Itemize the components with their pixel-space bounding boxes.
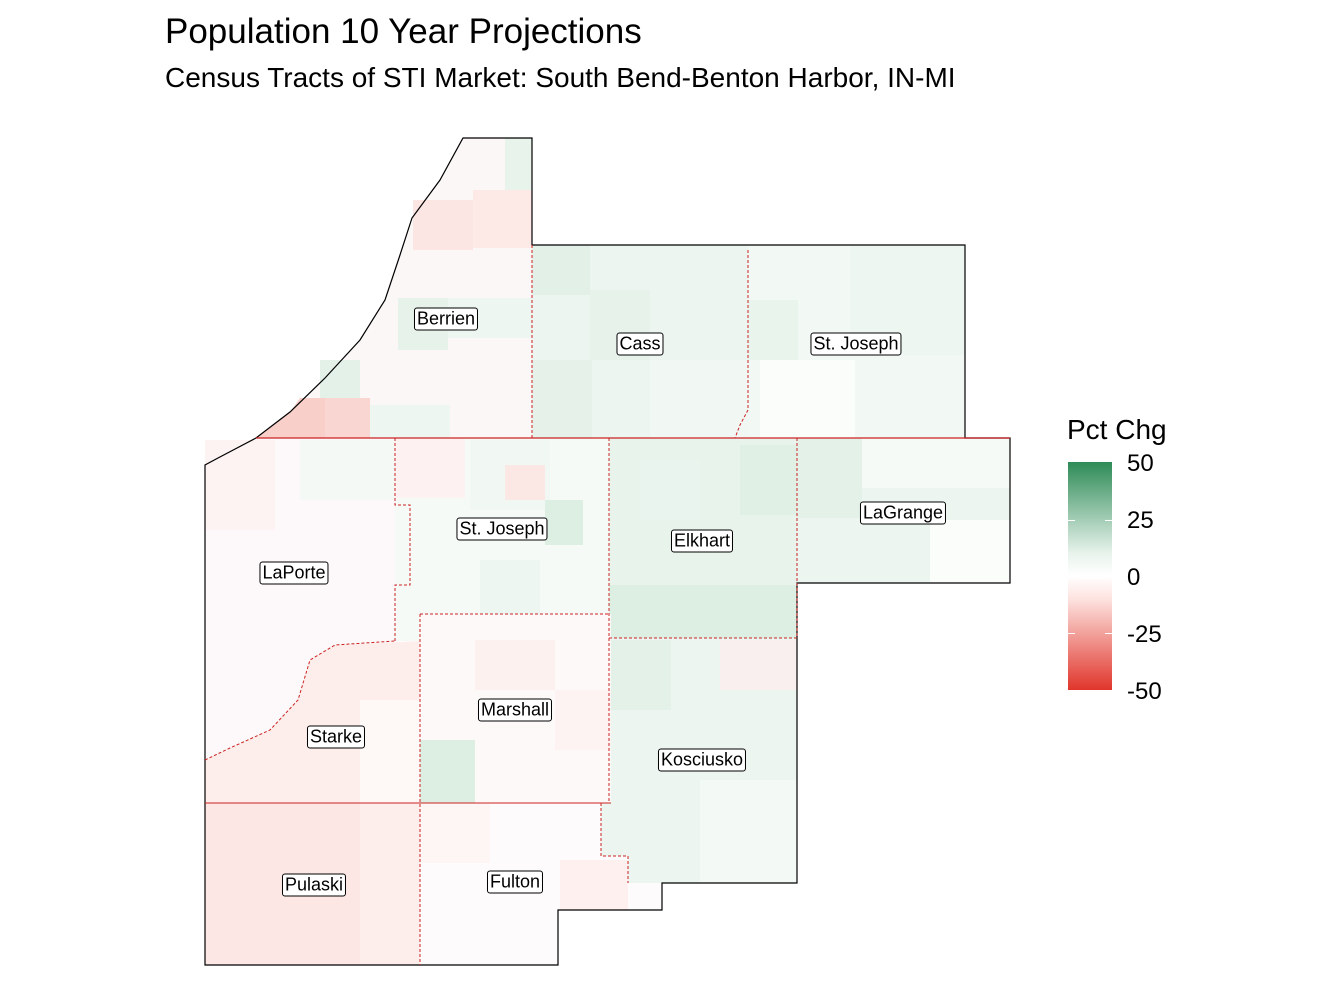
- legend-tick-label: 25: [1127, 507, 1154, 534]
- county-label-lagrange: LaGrange: [859, 501, 947, 525]
- county-label-marshall: Marshall: [477, 698, 553, 722]
- legend-tick-mark: [1105, 633, 1112, 634]
- legend-tick-mark: [1105, 576, 1112, 577]
- county-label-berrien: Berrien: [413, 307, 479, 331]
- county-area-lagrange: [797, 438, 1010, 583]
- county-area-starke: [205, 641, 420, 803]
- legend-tick-label: 50: [1127, 450, 1154, 477]
- chart-subtitle: Census Tracts of STI Market: South Bend-…: [165, 62, 956, 93]
- county-borders: [204, 245, 798, 965]
- county-area-marshall: [420, 614, 611, 803]
- legend-tick-mark: [1068, 633, 1075, 634]
- chart-title: Population 10 Year Projections: [165, 12, 642, 51]
- legend-title: Pct Chg: [1067, 414, 1167, 445]
- county-label-st-joseph-in: St. Joseph: [456, 517, 548, 541]
- county-area-st-joseph-in: [395, 438, 609, 641]
- county-label-starke: Starke: [306, 725, 366, 749]
- legend-tick-label: -50: [1127, 678, 1162, 705]
- county-label-kosciusko: Kosciusko: [657, 748, 747, 772]
- county-label-laporte: LaPorte: [259, 561, 329, 585]
- county-area-elkhart: [609, 438, 797, 638]
- legend-tick-mark: [1068, 576, 1075, 577]
- legend-tick-label: -25: [1127, 621, 1162, 648]
- legend-tick-label: 0: [1127, 564, 1141, 591]
- legend-color-bar: [1068, 462, 1112, 690]
- legend-tick-mark: [1105, 520, 1112, 521]
- county-label-pulaski: Pulaski: [281, 873, 347, 897]
- county-label-st-joseph-mi: St. Joseph: [810, 332, 902, 356]
- county-label-cass: Cass: [616, 332, 664, 356]
- legend-tick-mark: [1068, 520, 1075, 521]
- county-label-fulton: Fulton: [486, 870, 544, 894]
- county-label-elkhart: Elkhart: [670, 529, 734, 553]
- county-area-berrien: [256, 138, 532, 438]
- county-area-laporte: [205, 438, 395, 760]
